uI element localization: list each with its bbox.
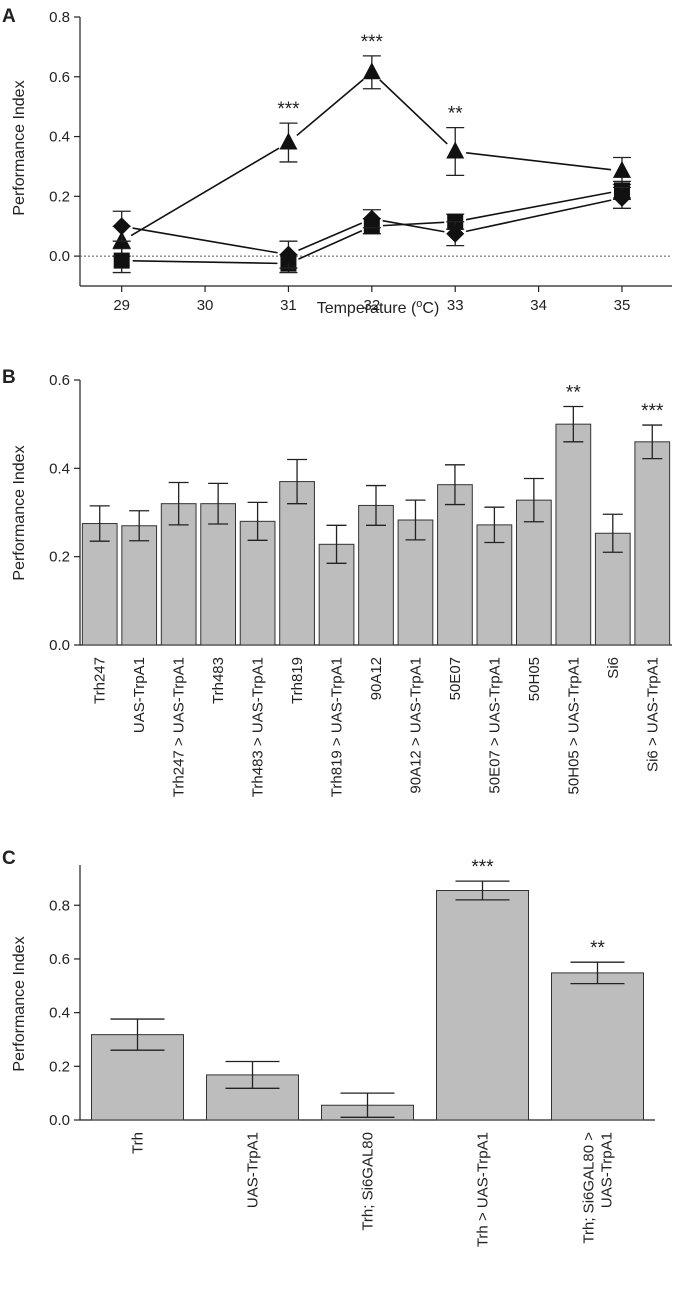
panelB-bar [239,520,276,646]
panel-a-x-tick-label: 34 [530,297,547,314]
panelC-y-tick-label: 0.4 [49,1005,70,1022]
panelB-category-label: Si6 > UAS-TrpA1 [644,657,661,772]
panel-letter-b: B [2,367,16,388]
panelB-significance: *** [641,401,664,422]
panelB-significance: ** [566,383,581,404]
panel-a-triangle-point [446,141,465,159]
panelB-category-label: Trh483 [210,657,227,704]
panelC-bar [551,972,644,1121]
panel-a-triangle-point [362,62,381,80]
panel-a-x-tick-label: 33 [447,297,464,314]
panelB-category-label: 90A12 > UAS-TrpA1 [407,657,424,794]
panel-a-y-tick-label: 0.6 [49,69,70,86]
panel-a-square-line [298,229,363,260]
panel-a-significance: *** [277,99,300,120]
panel-a-diamond-point [279,245,298,264]
panelC-category-label: Trh; Si6GAL80 > [581,1132,598,1244]
panelB-category-label: 50E07 [447,657,464,700]
panelB-category-label: UAS-TrpA1 [131,657,148,733]
panel-a-y-tick-label: 0.2 [49,188,70,205]
panel-letter-c: C [2,848,16,869]
panel-a-triangle-line [466,151,612,171]
panelC-y-tick-label: 0.6 [49,951,70,968]
panel-b-y-label: Performance Index [11,445,28,580]
panelC-bar [206,1074,299,1121]
panel-a-diamond-line [465,199,612,233]
panel-a-x-tick-label: 32 [363,297,380,314]
panelB-y-tick-label: 0.6 [49,372,70,389]
panel-a-diamond-line [132,227,278,254]
panel-a-square-point [113,252,130,269]
panelC-category-label: Trh > UAS-TrpA1 [475,1132,492,1247]
panel-a: A Performance Index Temperature (oC) 0.0… [2,6,672,317]
panelB-category-label: Si6 [605,657,622,679]
panel-a-x-tick-label: 31 [280,297,297,314]
panel-a-triangle-point [279,132,298,150]
panel-a-triangle-point [612,160,631,178]
panelB-category-label: Trh819 [289,657,306,704]
panel-letter-a: A [2,6,16,27]
panelB-category-label: 50H05 [526,657,543,701]
panelB-bar [476,524,513,646]
panelB-bar [81,523,118,646]
panel-a-square-line [465,191,612,221]
panel-a-x-tick-label: 35 [614,297,631,314]
panelB-y-tick-label: 0.0 [49,637,70,654]
panel-c: C Performance Index 0.0 0.2 0.4 0.6 0.8 Trh UA… [2,848,655,1247]
panelB-bar [121,525,158,646]
panel-a-diamond-point [612,188,631,207]
panelB-bar [200,503,236,646]
panelC-y-tick-label: 0.2 [49,1058,70,1075]
panel-a-significance: ** [448,104,463,125]
panel-a-y-tick-label: 0.0 [49,248,70,265]
panel-a-y-tick-label: 0.8 [49,9,70,26]
panel-a-diamond-line [298,222,363,252]
panel-a-diamond-line [382,219,445,233]
panel-a-triangle-line [130,147,280,237]
panel-a-x-tick-label: 30 [197,297,214,314]
panel-a-x-tick-label: 29 [113,297,130,314]
panelC-significance: *** [471,857,494,878]
panelB-category-label: Trh247 > UAS-TrpA1 [171,657,188,797]
panel-a-significance: *** [361,32,384,53]
panelB-bar [358,504,394,646]
panelC-category-label: UAS-TrpA1 [245,1132,262,1208]
panelB-bar [397,519,434,646]
panel-a-diamond-point [112,217,131,236]
panelB-bar [634,441,671,646]
panel-a-triangle-line [379,79,448,145]
panelC-category-label: UAS-TrpA1 [599,1132,616,1208]
panelC-y-tick-label: 0.0 [49,1112,70,1129]
panelB-category-label: Trh247 [92,657,109,704]
panelB-category-label: Trh483 > UAS-TrpA1 [250,657,267,797]
panelB-y-tick-label: 0.4 [49,460,70,477]
panelB-bar [516,499,552,646]
panelC-significance: ** [590,938,605,959]
panel-b: B Performance Index 0.0 0.2 0.4 0.6 Trh247 UA… [2,367,672,797]
panelB-category-label: 90A12 [368,657,385,700]
panel-a-diamond-point [446,224,465,243]
panelC-category-label: Trh [130,1132,147,1154]
panel-a-y-label: Performance Index [11,80,28,215]
panelC-bar [436,890,529,1121]
panelB-category-label: 50E07 > UAS-TrpA1 [486,657,503,794]
panel-c-y-label: Performance Index [11,936,28,1071]
panelB-y-tick-label: 0.2 [49,549,70,566]
panel-a-square-line [382,221,445,227]
panel-a-triangle-line [296,78,364,137]
panel-a-diamond-point [362,209,381,228]
panelC-y-tick-label: 0.8 [49,897,70,914]
panel-a-y-tick-label: 0.4 [49,129,70,146]
panelB-bar [160,503,197,646]
panelB-category-label: 50H05 > UAS-TrpA1 [565,657,582,794]
panelB-bar [437,484,473,646]
panelB-bar [555,423,592,646]
panelB-category-label: Trh819 > UAS-TrpA1 [329,657,346,797]
panel-a-square-line [132,259,278,265]
panelB-bar [279,481,315,646]
panel-a-x-label: Temperature (oC) [317,298,440,317]
panelC-category-label: Trh; Si6GAL80 [360,1132,377,1231]
